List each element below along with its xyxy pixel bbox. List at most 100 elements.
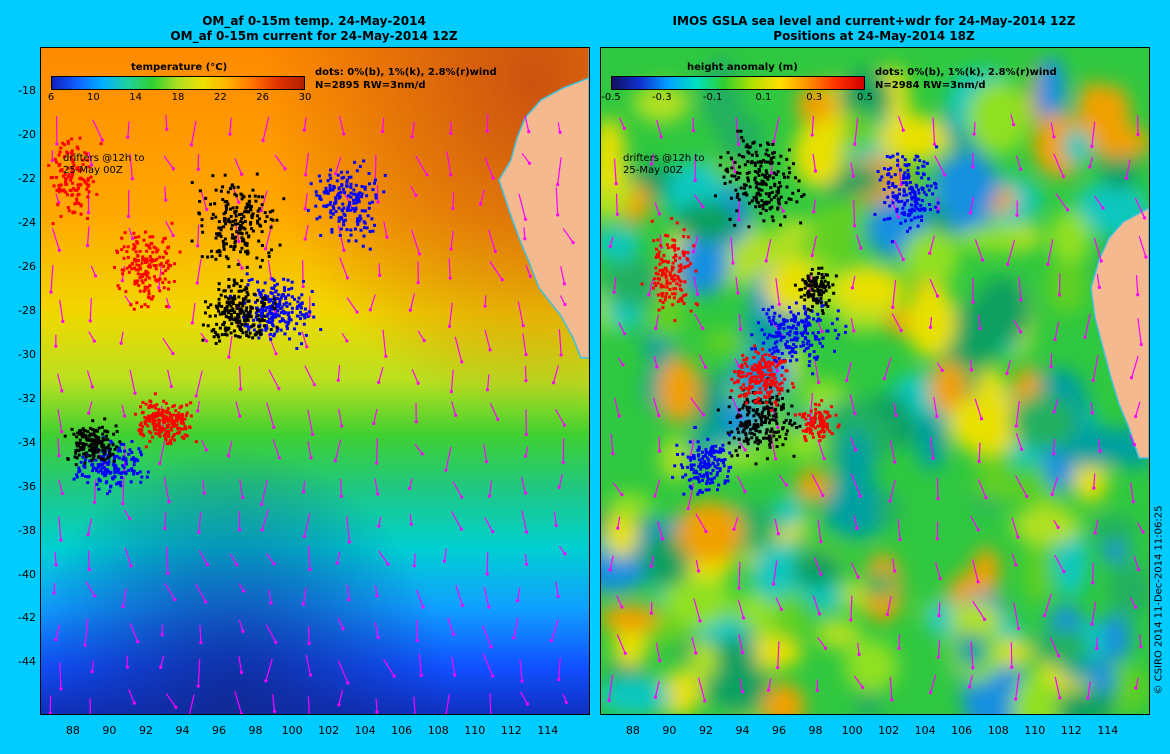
- drifter-dot: [138, 289, 142, 293]
- drifter-dot: [794, 351, 798, 355]
- current-vector-head: [523, 217, 528, 221]
- drifter-dot: [689, 467, 693, 471]
- drifter-dot: [764, 373, 768, 377]
- drifter-dot: [234, 209, 238, 213]
- drifter-dot: [776, 398, 780, 402]
- current-vector-head: [622, 126, 626, 130]
- current-vector: [1091, 601, 1097, 625]
- drifter-dot: [758, 182, 762, 186]
- drifter-dot: [144, 402, 148, 406]
- drifter-dot: [222, 244, 226, 248]
- drifter-dot: [831, 283, 835, 287]
- drifter-dot: [92, 466, 96, 470]
- drifter-dot: [746, 179, 750, 183]
- sea-level-map-panel[interactable]: height anomaly (m) -0.5 -0.3 -0.1 0.1 0.3 0.5…: [600, 47, 1150, 715]
- drifter-dot: [245, 333, 249, 337]
- drifter-dot: [730, 377, 734, 381]
- drifter-dot: [172, 404, 176, 408]
- drifter-dot: [753, 363, 757, 367]
- drifter-dot: [663, 266, 667, 270]
- drifter-dot: [63, 434, 67, 438]
- drifter-dot: [802, 305, 806, 309]
- drifter-dot: [753, 392, 757, 396]
- drifter-dot: [257, 325, 261, 329]
- current-vector-head: [621, 363, 625, 367]
- drifter-dot: [233, 222, 237, 226]
- drifter-dot: [255, 298, 259, 302]
- drifter-dot: [134, 259, 138, 263]
- longitude-tick-label: 100: [841, 724, 863, 737]
- current-vector-head: [984, 496, 988, 500]
- drifter-dot: [367, 206, 371, 210]
- drifter-dot: [733, 381, 737, 385]
- drifter-dot: [183, 433, 187, 437]
- drifter-dot: [889, 166, 893, 170]
- anomaly-blob: [811, 203, 867, 241]
- current-vector: [1013, 319, 1022, 333]
- drifter-dot: [367, 182, 371, 186]
- drifter-dot: [908, 192, 912, 196]
- anomaly-blob: [660, 436, 690, 482]
- drifter-dot: [735, 171, 739, 175]
- drifter-dot: [122, 245, 126, 249]
- drifter-dot: [109, 439, 113, 443]
- drifter-dot: [170, 422, 174, 426]
- right-title-line1: IMOS GSLA sea level and current+wdr for …: [672, 14, 1076, 28]
- current-vector: [1129, 596, 1137, 608]
- drifter-dot: [232, 278, 236, 282]
- current-vector-head: [556, 213, 560, 217]
- drifter-dot: [255, 308, 259, 312]
- drifter-dot: [337, 196, 341, 200]
- drifter-dot: [742, 183, 746, 187]
- drifter-dot: [251, 306, 255, 310]
- drifter-dot: [155, 403, 159, 407]
- drifter-dot: [127, 265, 131, 269]
- drifter-dot: [736, 453, 740, 457]
- drifter-dot: [791, 347, 795, 351]
- current-vector: [450, 121, 452, 134]
- latitude-tick-label: -28: [18, 303, 36, 317]
- current-vector: [934, 561, 941, 579]
- drifter-dot: [662, 254, 666, 258]
- current-vector-head: [1090, 622, 1094, 626]
- current-vector: [418, 653, 422, 676]
- drifter-dot: [86, 158, 90, 162]
- drifter-dot: [903, 171, 907, 175]
- drifter-dot: [800, 194, 804, 198]
- current-vector-head: [90, 669, 94, 674]
- drifter-dot: [245, 315, 249, 319]
- drifter-dot: [728, 420, 732, 424]
- drifter-dot: [65, 193, 69, 197]
- drifter-dot: [754, 419, 758, 423]
- current-vector-head: [199, 640, 203, 645]
- current-vector: [898, 634, 901, 649]
- drifter-dot: [161, 240, 165, 244]
- current-vector: [853, 515, 858, 529]
- current-vector-head: [701, 413, 706, 417]
- drifter-dot: [238, 311, 242, 315]
- drifter-dot: [686, 258, 690, 262]
- drifter-dot: [56, 203, 60, 207]
- drifter-dot: [793, 283, 797, 287]
- current-vector-head: [523, 491, 528, 495]
- drifter-dot: [324, 186, 328, 190]
- current-vector-head: [336, 378, 340, 382]
- drifter-dot: [232, 283, 236, 287]
- drifter-dot: [374, 196, 378, 200]
- current-vector-head: [1058, 696, 1062, 700]
- current-vector: [1054, 321, 1060, 340]
- drifter-dot: [769, 440, 773, 444]
- temperature-map-panel[interactable]: temperature (°C) 6 10 14 18 22 26 30 dots: 0%(…: [40, 47, 590, 715]
- drifter-dot: [820, 273, 824, 277]
- current-vector-head: [169, 384, 173, 389]
- drifter-dot: [340, 170, 344, 174]
- drifter-dot: [275, 304, 279, 308]
- current-vector: [128, 689, 136, 704]
- drifter-dot: [77, 192, 81, 196]
- drifter-dot: [74, 449, 78, 453]
- current-vector-head: [854, 448, 858, 452]
- drifter-dot: [251, 213, 255, 217]
- current-vector: [334, 156, 342, 174]
- drifter-dot: [112, 265, 116, 269]
- drifter-dot: [803, 320, 807, 324]
